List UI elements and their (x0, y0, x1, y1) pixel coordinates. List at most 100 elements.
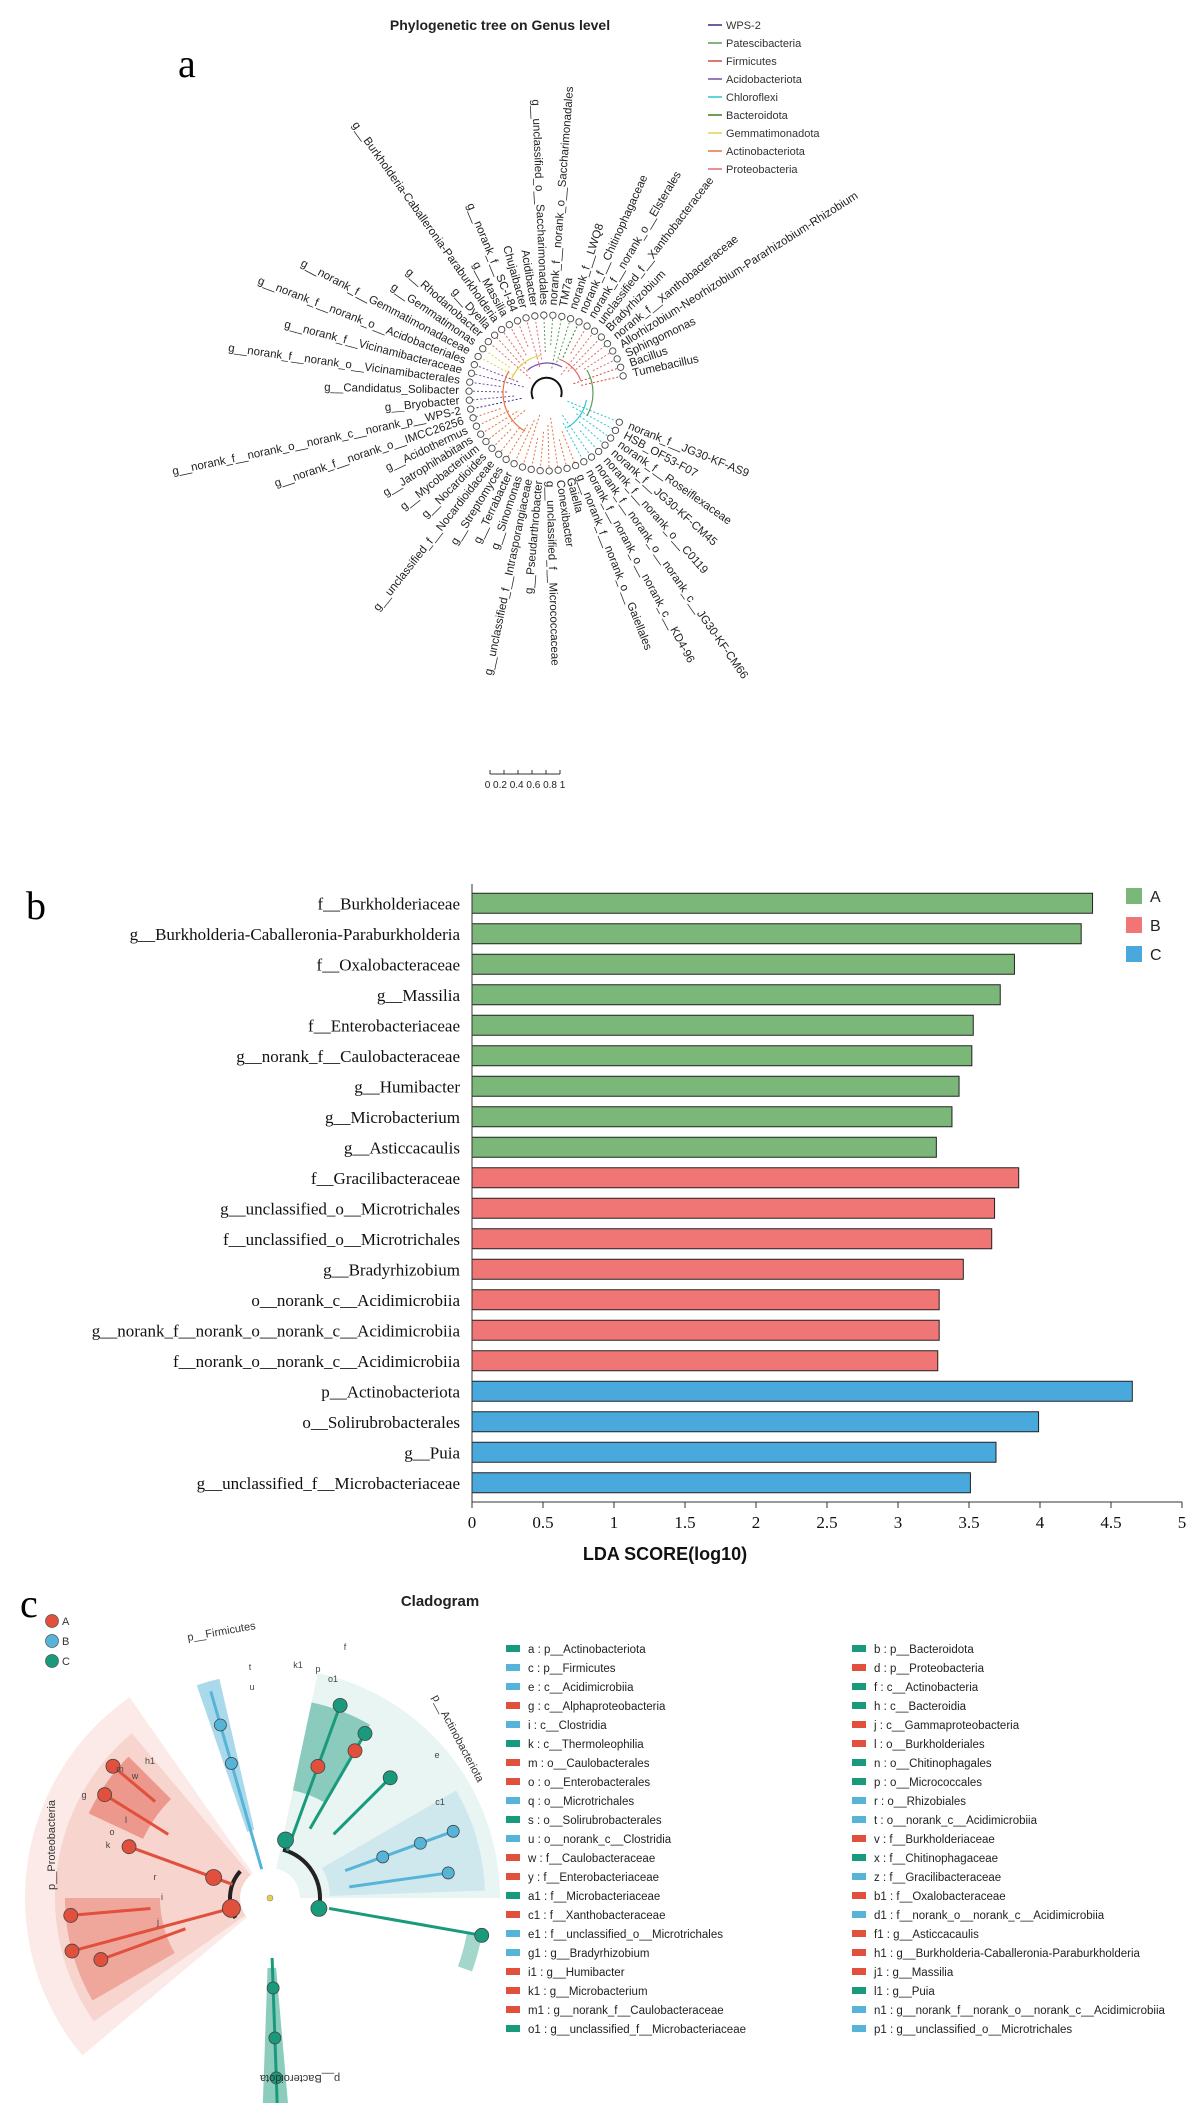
tree-leaf-node (619, 372, 627, 380)
cladogram-key-label: u : o__norank_c__Clostridia (528, 1834, 672, 1846)
cladogram-key-label: j : c__Gammaproteobacteria (873, 1720, 1020, 1732)
lda-x-axis-title: LDA SCORE(log10) (583, 1544, 747, 1564)
tree-leaf-node (510, 460, 518, 468)
cladogram-key-label: d1 : f__norank_o__norank_c__Acidimicrobi… (874, 1910, 1105, 1922)
tree-branch (498, 427, 521, 455)
lda-x-tick-label: 5 (1178, 1513, 1187, 1532)
tree-branch (480, 411, 518, 435)
lda-x-tick-label: 2.5 (816, 1513, 837, 1532)
cladogram-node (64, 1943, 80, 1959)
cladogram-node-label: g (81, 1790, 86, 1800)
lda-bar-label: o__Solirubrobacterales (302, 1413, 460, 1432)
tree-leaf-node (554, 466, 562, 474)
tree-branch (547, 424, 550, 471)
tree-branch (472, 408, 501, 419)
tree-branch (550, 417, 559, 471)
lda-bar-chart: f__Burkholderiaceae g__Burkholderia-Cabal… (92, 884, 1187, 1564)
tree-leaf-node (563, 464, 571, 473)
cladogram-node-label: u (249, 1682, 254, 1692)
cladogram-node (310, 1899, 328, 1917)
lda-bar (471, 984, 1001, 1006)
tree-leaf-label: g__Candidatus_Solibacter (324, 382, 459, 397)
tree-leaf-node (616, 363, 625, 371)
cladogram-key-swatch (506, 1797, 520, 1804)
cladogram-node (382, 1770, 398, 1786)
cladogram-group-label: B (62, 1636, 69, 1648)
cladogram-node-label: e (434, 1750, 439, 1760)
cladogram-key-label: k : c__Thermoleophilia (528, 1739, 644, 1751)
cladogram-key-swatch (852, 1645, 866, 1652)
tree-branch (570, 325, 588, 354)
cladogram-clade-sector (65, 1898, 175, 2001)
cladogram-group-label: A (62, 1616, 70, 1628)
lda-x-tick-label: 0.5 (532, 1513, 553, 1532)
tree-leaf-node (467, 405, 475, 413)
cladogram-key-swatch (852, 1949, 866, 1956)
cladogram-phylum-label: p__Proteobacteria (46, 1799, 58, 1890)
tree-leaf-node (531, 312, 539, 320)
lda-bar-label: g__Burkholderia-Caballeronia-Paraburkhol… (130, 925, 461, 944)
lda-bar (471, 1289, 940, 1311)
tree-leaf-node (607, 434, 615, 442)
cladogram-group-legend: ABC (45, 1614, 70, 1668)
tree-leaf-node (587, 453, 596, 461)
tree-branch (491, 428, 512, 449)
tree-leaf-node (522, 314, 530, 322)
tree-leaf-node (465, 396, 473, 404)
cladogram-node-label: h1 (145, 1756, 155, 1766)
tree-branch (592, 358, 618, 372)
cladogram-key-label: i : c__Clostridia (528, 1720, 607, 1732)
lda-legend-label: C (1150, 947, 1162, 964)
cladogram-key-swatch (852, 1721, 866, 1728)
cladogram-node-label: p (315, 1664, 320, 1674)
cladogram-branch (349, 1871, 449, 1889)
tree-branch (567, 400, 620, 423)
cladogram-group-dot (45, 1614, 59, 1628)
tree-branch (525, 317, 541, 368)
cladogram-key-swatch (852, 2006, 866, 2013)
cladogram-key-label: r : o__Rhizobiales (874, 1796, 966, 1808)
cladogram-key-swatch (506, 1873, 520, 1880)
lda-bar-label: g__unclassified_f__Microbacteriaceae (197, 1474, 460, 1493)
tree-branch (469, 390, 508, 393)
cladogram-key-swatch (506, 1949, 520, 1956)
lda-bar (471, 953, 1015, 975)
cladogram-node-label: k1 (293, 1660, 303, 1670)
cladogram-node (266, 1981, 280, 1995)
lda-bar-label: f__unclassified_o__Microtrichales (223, 1230, 460, 1249)
tree-branch (508, 324, 527, 356)
tree-leaf-label: TM7a (558, 276, 575, 308)
tree-branch (583, 350, 614, 370)
tree-legend-label: Proteobacteria (726, 164, 798, 176)
cladogram-arc (282, 1847, 322, 1909)
lda-bar (471, 1045, 973, 1067)
lda-bar (471, 1411, 1040, 1433)
lda-bar (471, 1197, 996, 1219)
cladogram-node (474, 1927, 490, 1943)
cladogram-key-label: p : o__Micrococcales (874, 1777, 982, 1789)
cladogram-key-swatch (506, 1854, 520, 1861)
tree-leaf-node (613, 355, 621, 363)
lda-bar (471, 1258, 964, 1280)
cladogram-key-swatch (852, 2025, 866, 2032)
tree-leaf-node (479, 345, 487, 353)
lda-bar-label: g__Humibacter (354, 1077, 460, 1096)
cladogram-node-label: w (131, 1771, 139, 1781)
cladogram-key-swatch (852, 1683, 866, 1690)
cladogram-node-label: l (125, 1815, 127, 1825)
cladogram-solirubro-sector (457, 1932, 482, 1972)
cladogram-key-label: n : o__Chitinophagales (874, 1758, 992, 1770)
lda-bar (471, 1228, 993, 1250)
cladogram-key-swatch (506, 1664, 520, 1671)
cladogram-key-swatch (506, 1702, 520, 1709)
cladogram-node (97, 1787, 113, 1803)
tree-legend-label: Chloroflexi (726, 92, 778, 104)
cladogram-key-swatch (852, 1778, 866, 1785)
tree-leaf-node (549, 311, 557, 319)
cladogram-key-swatch (852, 1854, 866, 1861)
cladogram-node (205, 1869, 223, 1886)
tree-clade-arc (502, 370, 526, 432)
cladogram-key-label: g : c__Alphaproteobacteria (528, 1701, 666, 1713)
tree-leaf-node (594, 447, 603, 456)
cladogram-key-swatch (852, 1873, 866, 1880)
